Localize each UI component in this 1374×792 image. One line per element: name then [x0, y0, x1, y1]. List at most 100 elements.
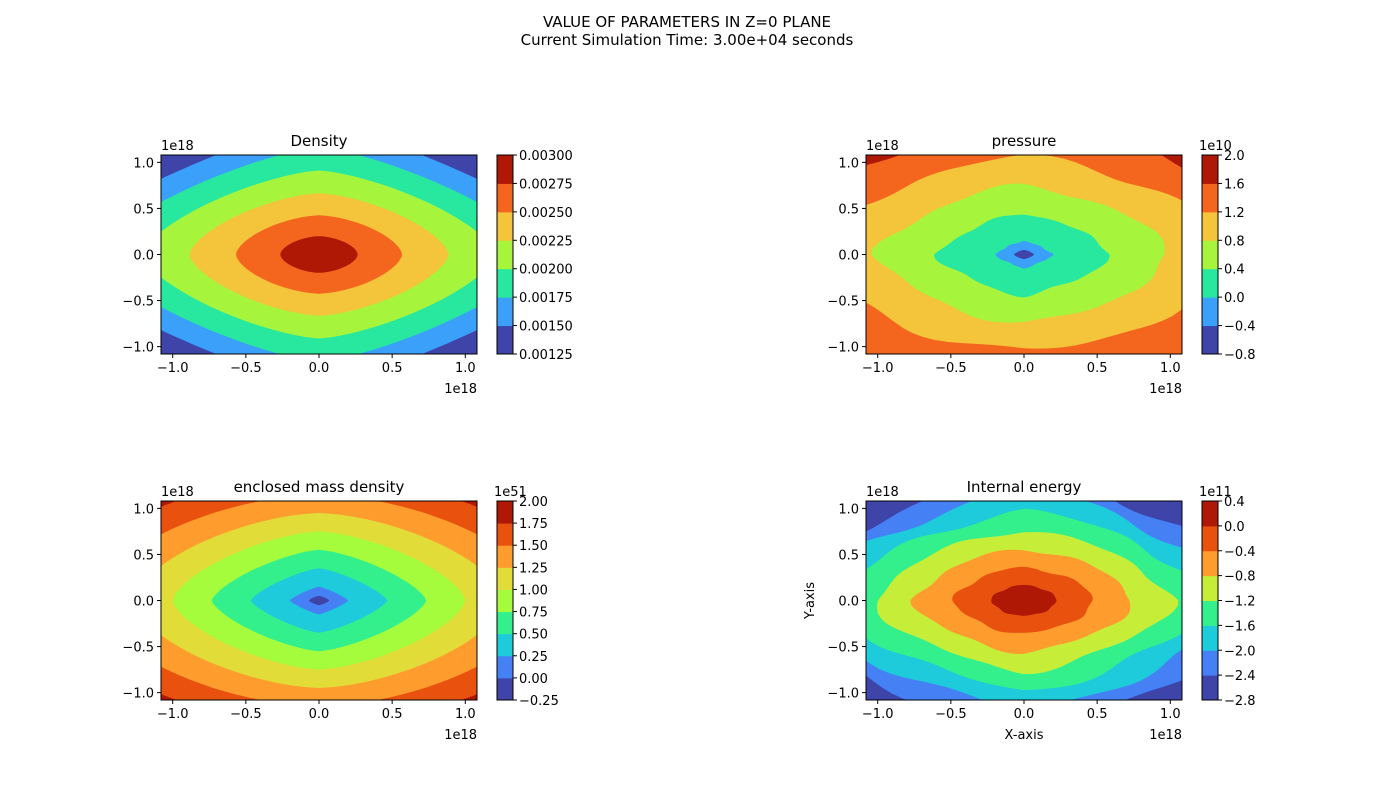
colorbar-segment: [497, 297, 513, 327]
y-scale-label: 1e18: [161, 485, 194, 500]
colorbar-tick-label: 0.75: [519, 606, 548, 621]
colorbar-segment: [1202, 501, 1218, 527]
contour-field: [161, 501, 477, 700]
x-scale-label: 1e18: [444, 728, 477, 743]
colorbar-tick-label: 0.4: [1224, 495, 1245, 510]
y-tick-label: −0.5: [122, 641, 154, 656]
colorbar-segment: [497, 325, 513, 355]
colorbar-segment: [497, 183, 513, 213]
colorbar-tick-label: 2.0: [1224, 149, 1245, 164]
y-tick-label: 1.0: [133, 156, 154, 171]
colorbar-tick-label: −0.8: [1224, 348, 1256, 363]
colorbar-frame: [496, 154, 514, 355]
colorbar-tick-label: 0.00300: [519, 149, 573, 164]
colorbar-segment: [497, 589, 513, 613]
x-tick-label: −1.0: [862, 707, 894, 722]
y-tick-label: 1.0: [838, 156, 859, 171]
subplot-title: pressure: [992, 132, 1057, 150]
colorbar-tick-label: 1.2: [1224, 206, 1245, 221]
colorbar-segment: [497, 677, 513, 701]
colorbar-segment: [497, 633, 513, 657]
colorbar: 0.00125 0.00150 0.00175 0.00200 0.00225 0.002…: [496, 149, 573, 363]
colorbar-segment: [1202, 325, 1218, 355]
y-scale-label: 1e18: [866, 139, 899, 154]
colorbar-frame: [1201, 154, 1219, 355]
y-tick-label: −0.5: [827, 641, 859, 656]
colorbar-tick-label: 0.0: [1224, 520, 1245, 535]
x-scale-label: 1e18: [1149, 382, 1182, 397]
subplot-title: Density: [290, 132, 347, 150]
colorbar-tick-label: −2.4: [1224, 669, 1256, 684]
x-scale-label: 1e18: [444, 382, 477, 397]
colorbar-tick-label: −0.4: [1224, 320, 1256, 335]
subplot-1: −1.0 −0.5 0.0 0.5 1.0 −1.0 −0.5 0.0 0.5 1.0 1e18 1e…: [122, 132, 573, 397]
figure-title-line1: VALUE OF PARAMETERS IN Z=0 PLANE: [542, 13, 832, 31]
colorbar-tick-label: −1.6: [1224, 619, 1256, 634]
x-tick-label: 1.0: [1160, 707, 1181, 722]
x-tick-label: 0.5: [382, 707, 403, 722]
contour-field: [866, 501, 1182, 700]
x-tick-label: −0.5: [935, 361, 967, 376]
y-tick-label: 0.0: [133, 249, 154, 264]
colorbar-segment: [1202, 268, 1218, 298]
colorbar-tick-label: 0.00200: [519, 263, 573, 278]
colorbar-tick-label: 1.6: [1224, 177, 1245, 192]
contour-band-8: [991, 584, 1057, 616]
colorbar-tick-label: 0.00175: [519, 291, 573, 306]
colorbar-segment: [1202, 675, 1218, 701]
y-axis-label: Y-axis: [803, 582, 818, 620]
y-scale-label: 1e18: [161, 139, 194, 154]
colorbar-tick-label: 0.50: [519, 628, 548, 643]
colorbar-offset-label: 1e11: [1199, 485, 1232, 500]
x-tick-label: 1.0: [455, 707, 476, 722]
colorbar-tick-label: 1.50: [519, 539, 548, 554]
x-tick-label: 0.0: [309, 361, 330, 376]
y-tick-label: −0.5: [122, 295, 154, 310]
x-tick-label: 0.0: [1014, 361, 1035, 376]
colorbar-segment: [497, 523, 513, 546]
y-tick-label: 1.0: [133, 502, 154, 517]
colorbar-tick-label: 2.00: [519, 495, 548, 510]
colorbar-segment: [497, 155, 513, 184]
colorbar-segment: [497, 501, 513, 524]
colorbar-tick-label: 0.00: [519, 672, 548, 687]
colorbar-tick-label: 0.00125: [519, 348, 573, 363]
colorbar-tick-label: −2.8: [1224, 694, 1256, 709]
x-tick-label: 1.0: [1160, 361, 1181, 376]
x-tick-label: 0.5: [382, 361, 403, 376]
y-tick-label: 0.5: [133, 548, 154, 563]
colorbar-tick-label: 0.00275: [519, 177, 573, 192]
colorbar-segment: [497, 240, 513, 270]
colorbar-tick-label: 0.25: [519, 650, 548, 665]
x-tick-label: −1.0: [862, 361, 894, 376]
y-scale-label: 1e18: [866, 485, 899, 500]
colorbar-tick-label: 0.00150: [519, 320, 573, 335]
y-tick-label: 0.0: [838, 595, 859, 610]
x-scale-label: 1e18: [1149, 728, 1182, 743]
y-tick-label: 1.0: [838, 502, 859, 517]
colorbar-tick-label: −0.25: [519, 694, 559, 709]
colorbar-segment: [1202, 240, 1218, 270]
colorbar-segment: [1202, 211, 1218, 241]
contour-band-1: [1013, 249, 1035, 260]
y-tick-label: −1.0: [122, 341, 154, 356]
colorbar-tick-label: 0.8: [1224, 234, 1245, 249]
colorbar-segment: [1202, 650, 1218, 676]
contour-field: [161, 155, 477, 354]
colorbar-segment: [1202, 297, 1218, 327]
colorbar-segment: [1202, 155, 1218, 184]
x-tick-label: −1.0: [157, 361, 189, 376]
figure-title-line2: Current Simulation Time: 3.00e+04 second…: [520, 31, 854, 49]
x-tick-label: −1.0: [157, 707, 189, 722]
contour-field: [866, 155, 1182, 354]
x-axis-label: X-axis: [1005, 728, 1044, 743]
x-tick-label: 0.5: [1087, 361, 1108, 376]
colorbar-offset-label: 1e10: [1199, 139, 1232, 154]
colorbar-segment: [1202, 183, 1218, 213]
colorbar-tick-label: −0.8: [1224, 570, 1256, 585]
y-tick-label: 0.5: [133, 202, 154, 217]
colorbar-segment: [497, 268, 513, 298]
colorbar-segment: [497, 211, 513, 241]
